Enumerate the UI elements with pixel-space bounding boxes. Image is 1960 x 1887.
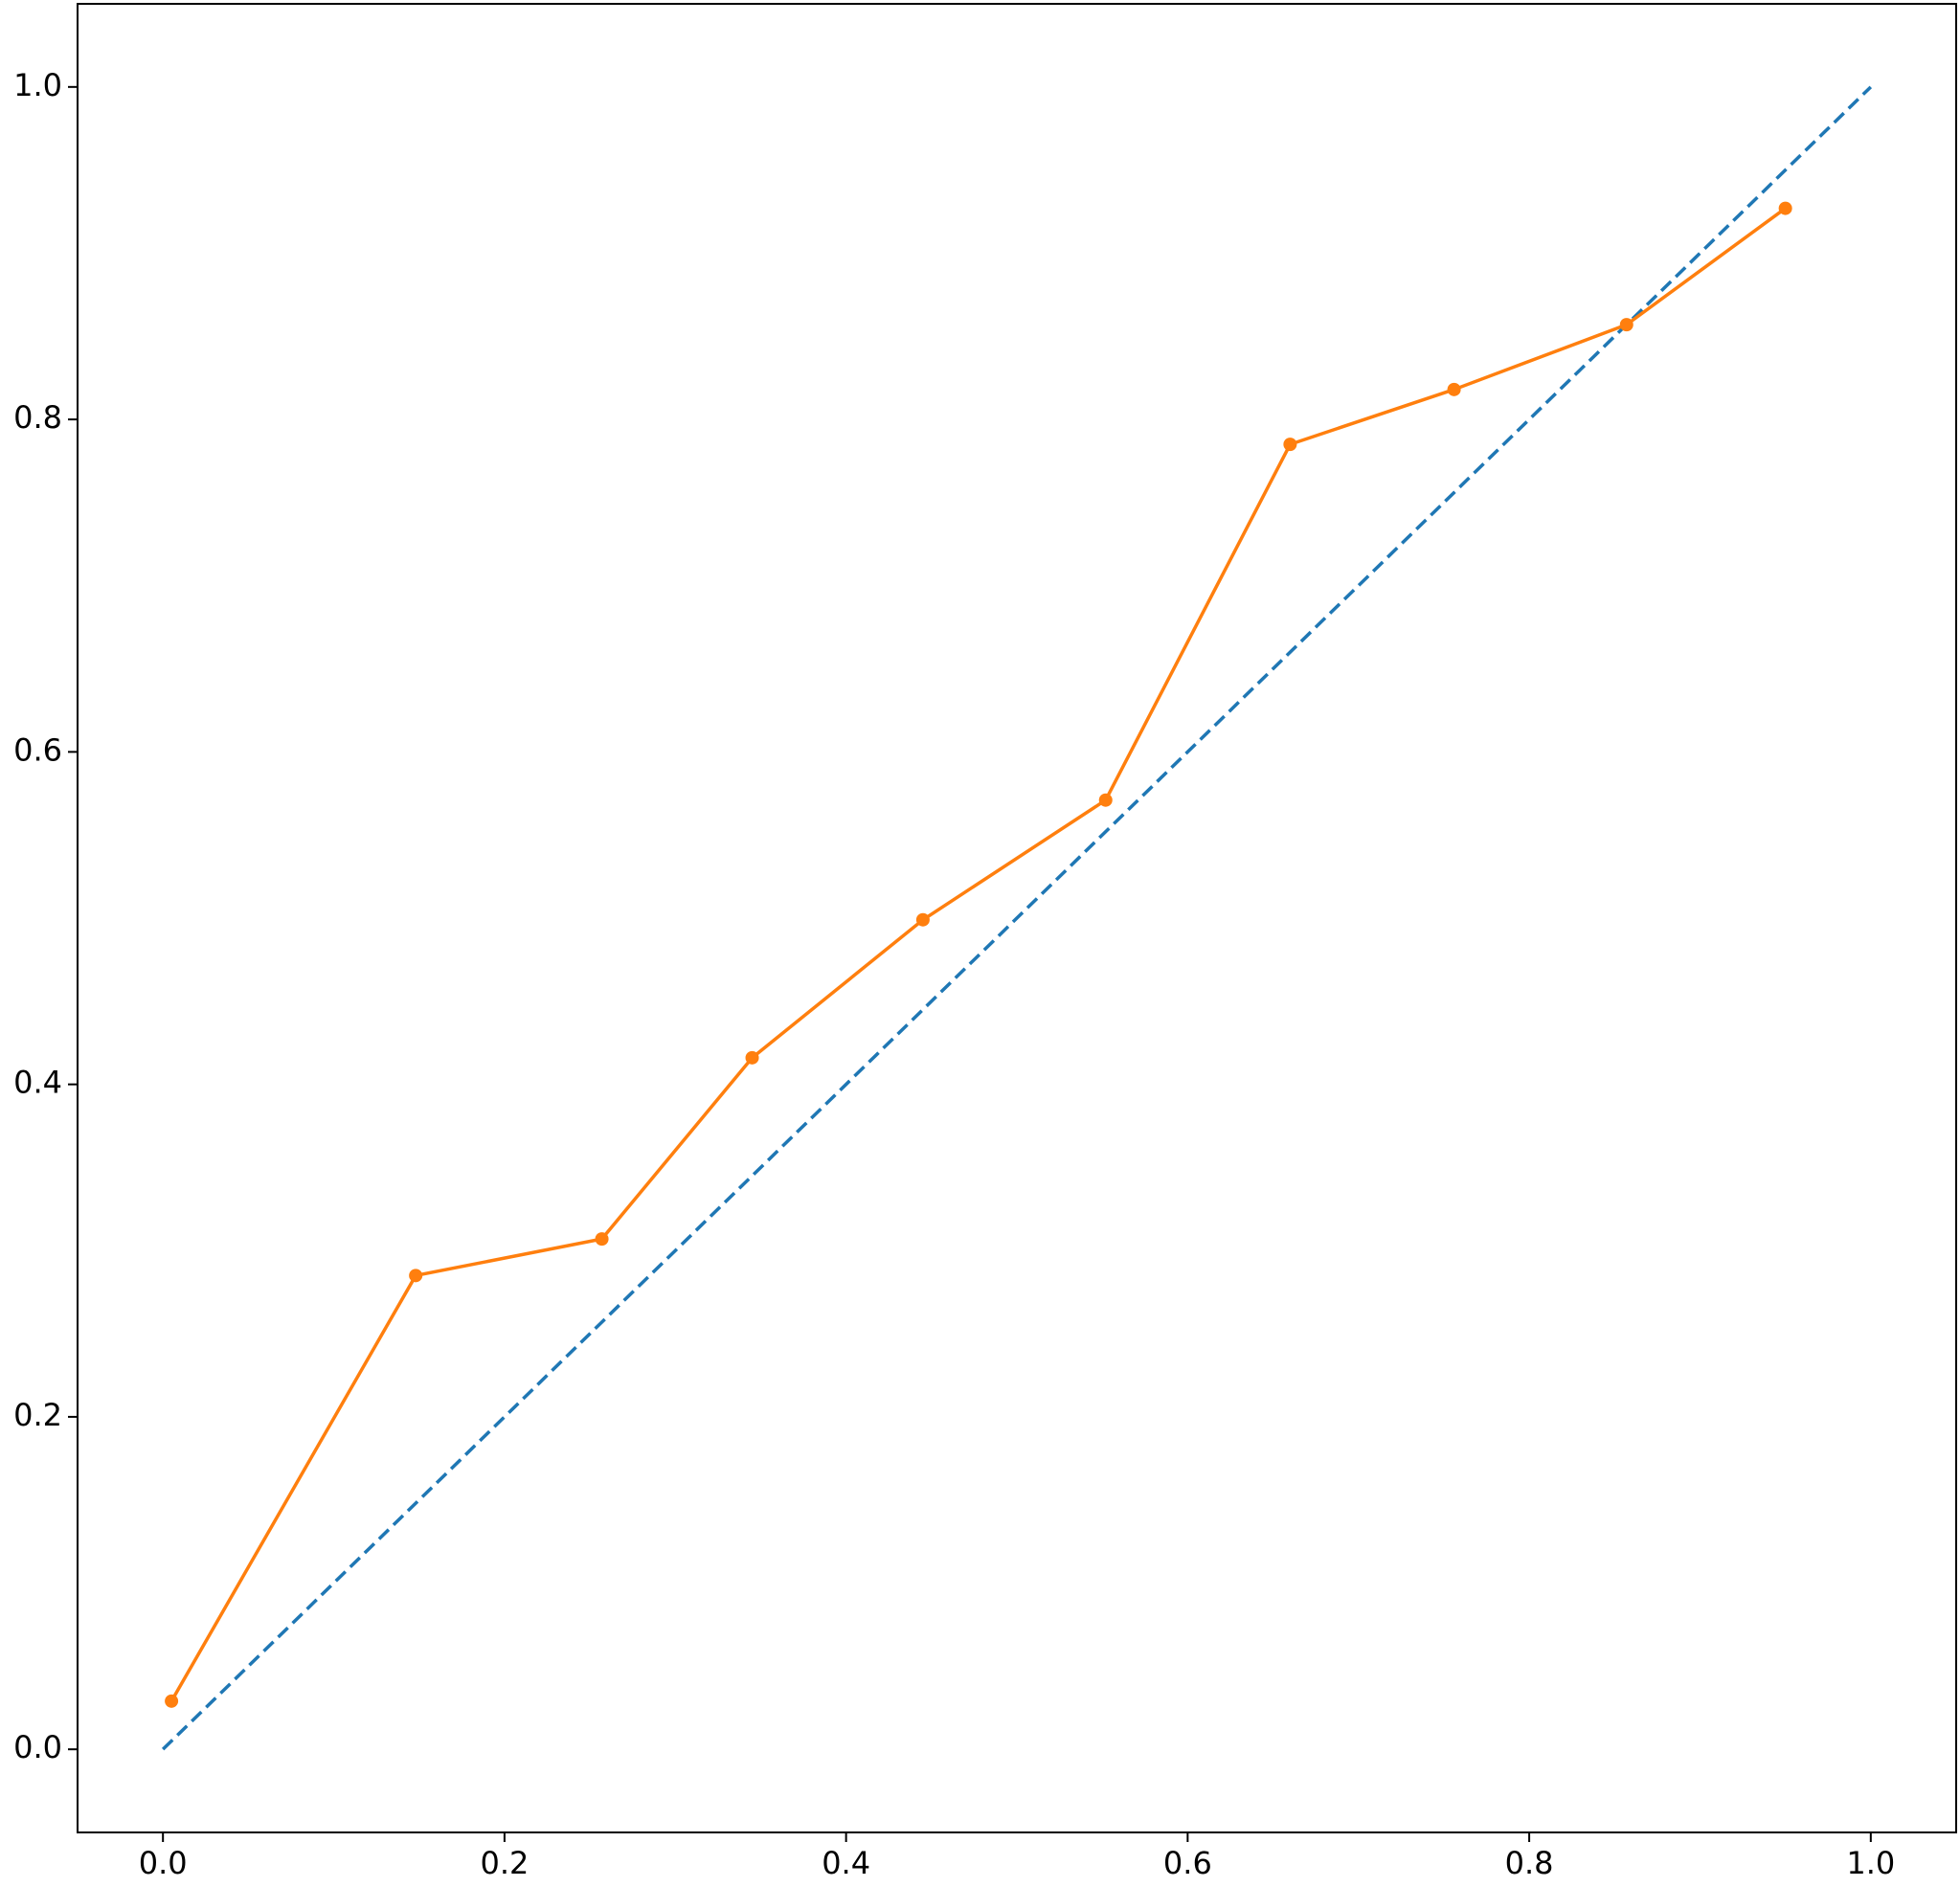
- y-tick-label: 0.4: [13, 1065, 62, 1101]
- plot-frame: [77, 3, 1957, 1833]
- point: [1098, 793, 1113, 807]
- point: [165, 1694, 179, 1708]
- point: [745, 1050, 759, 1065]
- series-line: [169, 207, 1787, 1702]
- y-tick-label: 0.8: [13, 399, 62, 436]
- point: [409, 1269, 423, 1283]
- y-tick-label: 0.6: [13, 731, 62, 768]
- point: [1447, 382, 1461, 396]
- point: [915, 912, 930, 927]
- x-tick-label: 0.4: [822, 1845, 870, 1881]
- point: [1283, 438, 1297, 452]
- x-tick-label: 0.2: [480, 1845, 529, 1881]
- point: [1778, 201, 1792, 215]
- x-tick-label: 0.8: [1505, 1845, 1554, 1881]
- x-tick-label: 1.0: [1846, 1845, 1895, 1881]
- point: [1619, 318, 1633, 332]
- y-tick-label: 0.2: [13, 1397, 62, 1433]
- x-tick-label: 0.6: [1163, 1845, 1212, 1881]
- series-line: [161, 85, 1873, 1751]
- y-tick-label: 0.0: [13, 1729, 62, 1765]
- x-tick-label: 0.0: [139, 1845, 188, 1881]
- y-tick-label: 1.0: [13, 67, 62, 103]
- point: [595, 1232, 609, 1247]
